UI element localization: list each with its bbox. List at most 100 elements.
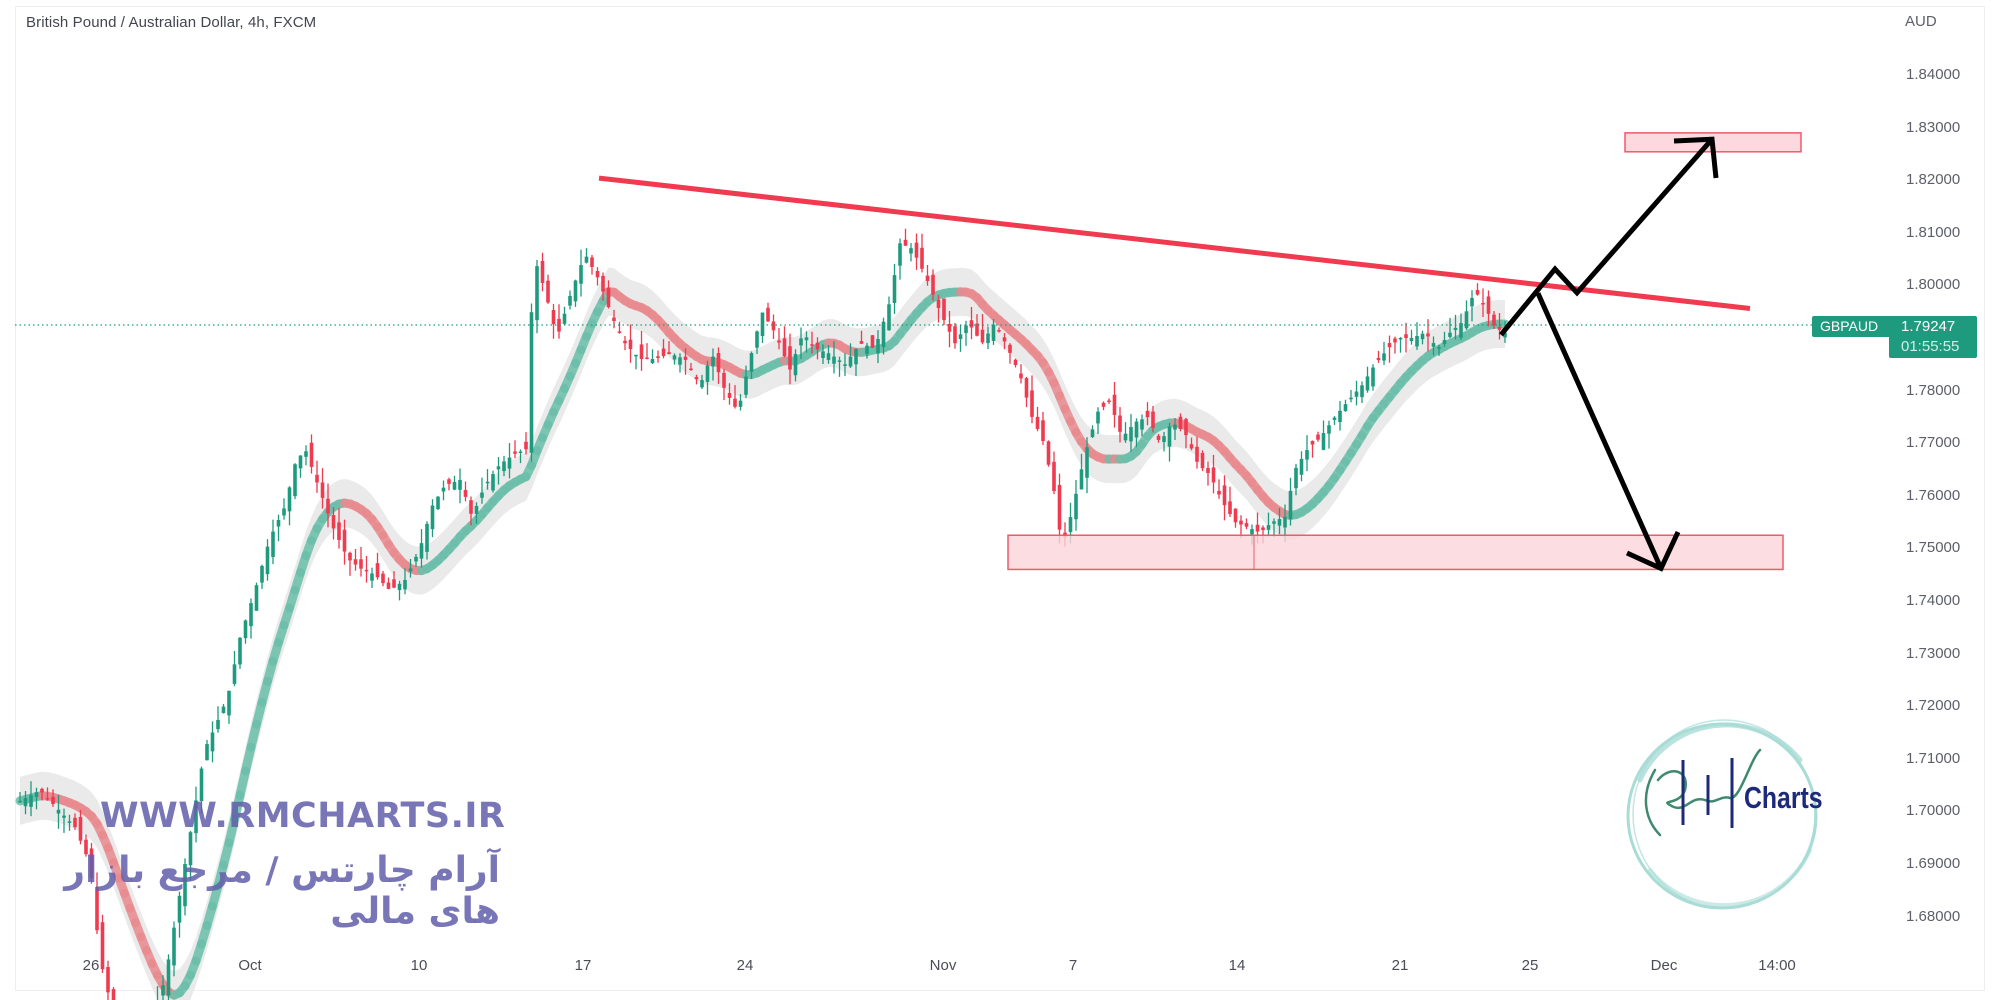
candle [425, 521, 429, 560]
candle [843, 352, 847, 376]
candle [623, 335, 627, 351]
price-tick: 1.78000 [1906, 381, 1961, 399]
candle [84, 834, 88, 857]
candle [848, 343, 853, 368]
candle [1464, 300, 1469, 331]
candle [716, 347, 721, 384]
candle [1453, 314, 1458, 340]
candle [276, 514, 281, 542]
candle [1492, 311, 1496, 329]
candle [573, 279, 578, 307]
bullish-projection-arrow[interactable] [1499, 137, 1714, 337]
candle [1404, 322, 1408, 353]
rmcharts-logo [1626, 719, 1818, 910]
candle [177, 891, 182, 938]
candle [1470, 290, 1474, 322]
candle [1101, 401, 1106, 411]
resistance-trendline[interactable] [598, 175, 1751, 312]
candle [529, 303, 534, 462]
candle [370, 567, 374, 589]
candle [1167, 422, 1172, 462]
candle [986, 326, 990, 350]
candle [1376, 350, 1381, 363]
last-price-label: 1.79247 01:55:55 [1889, 316, 1977, 358]
time-tick: Dec [1650, 957, 1678, 974]
candle [282, 498, 286, 520]
candle [265, 539, 270, 581]
symbol-price-badge: GBPAUD [1812, 316, 1901, 337]
candle [1239, 515, 1243, 539]
candlestick-series [18, 228, 1507, 1000]
price-tick: 1.75000 [1906, 539, 1961, 557]
candle [931, 269, 935, 301]
candle [29, 781, 33, 817]
price-tick: 1.70000 [1906, 802, 1961, 820]
price-tick: 1.69000 [1906, 855, 1961, 872]
candle [287, 486, 292, 526]
candle [854, 348, 858, 377]
bearish-projection-arrow[interactable] [1535, 292, 1664, 570]
candle [243, 619, 248, 644]
time-tick: 26 [82, 957, 100, 974]
watermark-tagline: آرام چارتس / مرجع بازار های مالی [64, 850, 500, 932]
time-tick: 14 [1228, 957, 1246, 974]
candle [535, 259, 539, 334]
candle [1156, 433, 1161, 443]
candle [166, 954, 171, 1000]
candle [1090, 425, 1095, 438]
candle [1481, 288, 1485, 318]
candle [1371, 364, 1375, 391]
candle [744, 365, 748, 398]
candle [199, 766, 204, 814]
candle [1442, 331, 1447, 347]
price-tick: 1.81000 [1906, 223, 1961, 241]
candle [1189, 437, 1194, 451]
candle [95, 872, 99, 935]
candle [771, 314, 776, 339]
candle [661, 339, 666, 359]
candle [1085, 437, 1089, 494]
candle [1096, 407, 1100, 434]
candle [496, 457, 501, 485]
price-tick: 1.80000 [1906, 276, 1961, 294]
candle [799, 327, 803, 360]
candle [1184, 417, 1188, 449]
time-tick: 7 [1068, 957, 1078, 974]
candle [1305, 435, 1309, 472]
candle [1360, 381, 1364, 403]
candle [909, 243, 913, 262]
candle [1398, 337, 1403, 353]
candle [45, 787, 50, 801]
candle [804, 331, 809, 353]
price-tick: 1.71000 [1906, 749, 1961, 767]
candle [925, 265, 930, 286]
candle [436, 496, 440, 511]
candle [936, 294, 941, 323]
candle [315, 460, 319, 493]
moving-average-ribbon [15, 287, 1510, 1000]
candle [337, 507, 341, 549]
candle [1151, 406, 1155, 433]
candle [364, 555, 369, 583]
candle [1288, 477, 1293, 526]
candle [1195, 436, 1199, 469]
candle [1008, 343, 1012, 364]
time-tick: 25 [1521, 957, 1539, 974]
candle [194, 786, 198, 843]
candle [1393, 336, 1397, 354]
candle [826, 345, 831, 364]
symbol-title: British Pound / Australian Dollar, 4h, F… [26, 14, 317, 31]
candle [221, 703, 226, 714]
candle [23, 790, 28, 815]
candle [18, 792, 22, 803]
candle [689, 362, 693, 371]
candle [788, 333, 792, 385]
drawings-layer[interactable] [598, 132, 1802, 572]
candle [304, 445, 308, 466]
candle [1387, 335, 1392, 363]
logo-ring-icon [1626, 719, 1818, 910]
candle [722, 368, 726, 401]
candle [1030, 375, 1034, 424]
last-price-value: 1.79247 [1901, 318, 1956, 335]
